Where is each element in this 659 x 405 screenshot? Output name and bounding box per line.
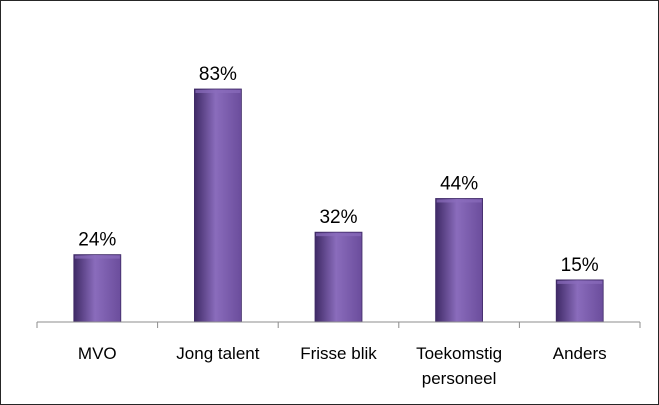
data-label: 24% xyxy=(78,230,116,251)
data-label: 15% xyxy=(561,255,599,276)
x-tick-label: Toekomstig xyxy=(416,344,502,363)
x-tick-label: MVO xyxy=(78,344,117,363)
bar xyxy=(435,198,484,323)
x-tick-label: Anders xyxy=(553,344,607,363)
bar-highlight xyxy=(557,280,603,284)
data-label: 32% xyxy=(319,207,357,228)
data-label: 83% xyxy=(199,64,237,85)
bar xyxy=(314,231,363,323)
x-axis xyxy=(36,321,641,328)
bar xyxy=(555,279,604,323)
labels-layer: 24% MVO 83% Jong talent 32% Frisse blik 44% Toe… xyxy=(78,64,607,388)
x-tick-label: Frisse blik xyxy=(300,344,377,363)
bars-layer xyxy=(73,88,604,323)
x-tick-label: Jong talent xyxy=(176,344,259,363)
data-label: 44% xyxy=(440,173,478,194)
bar xyxy=(73,254,122,323)
bar-highlight xyxy=(195,90,241,93)
bar-highlight xyxy=(316,233,361,237)
bar xyxy=(193,88,242,323)
bar-highlight xyxy=(74,255,120,259)
bar-highlight xyxy=(436,199,482,203)
x-tick-label: personeel xyxy=(422,369,497,388)
